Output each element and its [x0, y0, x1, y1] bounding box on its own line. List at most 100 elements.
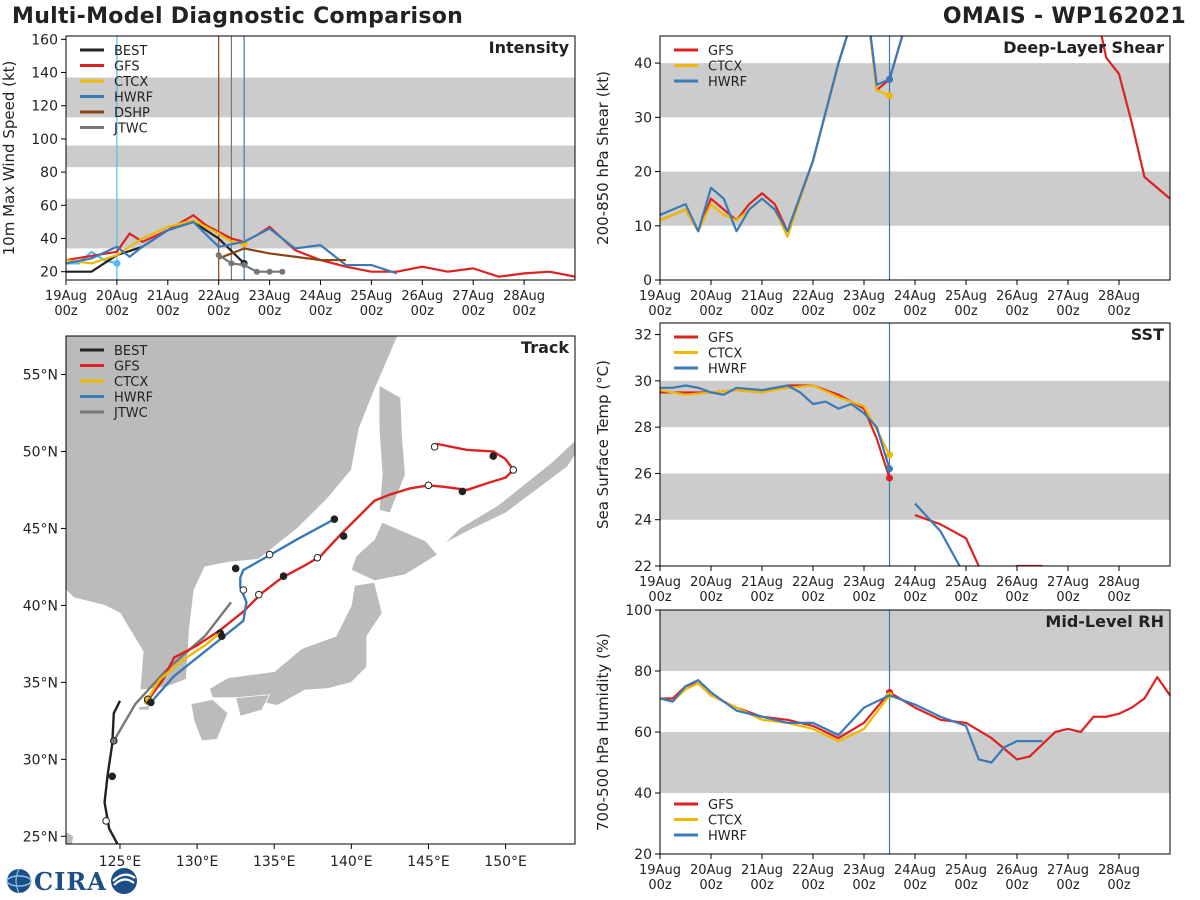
x-tick-label: 27Aug — [452, 289, 494, 304]
panel-track: 25°N 30°N 35°N 40°N 45°N 50°N 55°N 125°E 130°E 13… — [23, 335, 576, 870]
x-tick-sublabel: 00z — [1005, 304, 1029, 319]
x-tick-label: 24Aug — [894, 575, 936, 590]
series-dshp — [218, 247, 346, 262]
track-jtwc — [112, 601, 232, 742]
x-tick-sublabel: 00z — [750, 590, 774, 605]
track-point-gfs — [279, 572, 288, 580]
y-tick-label: 60 — [634, 725, 652, 741]
land-jeju — [138, 704, 150, 711]
panel-label: Deep-Layer Shear — [1003, 38, 1164, 57]
x-tick-label: 19Aug — [639, 575, 681, 590]
cyclone-icon — [110, 868, 137, 894]
x-tick-label: 135°E — [253, 854, 296, 870]
series-hwrf — [66, 220, 398, 275]
x-tick-sublabel: 00z — [1005, 590, 1029, 605]
track-point-gfs — [255, 590, 263, 599]
y-axis-label: 200-850 hPa Shear (kt) — [594, 71, 612, 245]
x-tick-sublabel: 00z — [801, 590, 825, 605]
plot-area — [66, 336, 575, 844]
x-tick-sublabel: 00z — [750, 304, 774, 319]
y-tick-label: 20 — [634, 165, 652, 181]
y-tick-label: 40 — [634, 56, 652, 72]
y-tick-label: 45°N — [23, 521, 58, 537]
legend-label-jtwc: JTWC — [113, 406, 148, 421]
x-tick-sublabel: 00z — [360, 304, 384, 319]
x-tick-sublabel: 00z — [156, 304, 180, 319]
track-point-hwrf — [265, 550, 274, 559]
track-point-gfs — [489, 452, 498, 460]
x-tick-sublabel: 00z — [954, 878, 978, 893]
track-point-jtwc — [110, 737, 118, 745]
x-tick-label: 27Aug — [1047, 575, 1089, 590]
x-tick-sublabel: 00z — [1107, 590, 1131, 605]
marker-gfs — [886, 474, 893, 482]
track-point-hwrf — [330, 515, 339, 523]
shaded-band — [660, 610, 1170, 671]
x-tick-sublabel: 00z — [801, 304, 825, 319]
x-tick-label: 20Aug — [690, 289, 732, 304]
x-tick-label: 25Aug — [945, 289, 987, 304]
track-ctcx — [143, 632, 221, 705]
y-tick-label: 80 — [634, 664, 652, 680]
x-tick-sublabel: 00z — [852, 878, 876, 893]
plot-area — [660, 323, 1170, 566]
marker-jtwc — [266, 268, 273, 275]
y-tick-label: 100 — [625, 603, 652, 619]
y-axis-label: Sea Surface Temp (°C) — [594, 360, 612, 529]
y-tick-label: 22 — [634, 559, 652, 575]
legend-label-ctcx: CTCX — [114, 375, 148, 390]
marker-jtwc — [228, 260, 235, 267]
x-tick-label: 25Aug — [945, 863, 987, 878]
x-tick-label: 25Aug — [350, 289, 392, 304]
x-tick-label: 19Aug — [639, 289, 681, 304]
track-point-hwrf — [147, 698, 155, 707]
x-tick-label: 28Aug — [1098, 863, 1140, 878]
legend-label-ctcx: CTCX — [114, 75, 148, 90]
legend-label-best: BEST — [114, 344, 147, 359]
y-axis-label: 700-500 hPa Humidity (%) — [594, 633, 612, 831]
shaded-band — [660, 732, 1170, 793]
y-tick-label: 140 — [31, 66, 58, 82]
x-tick-label: 23Aug — [249, 289, 291, 304]
cira-logo: CIRA — [4, 866, 141, 896]
x-tick-sublabel: 00z — [852, 304, 876, 319]
y-tick-label: 60 — [40, 198, 58, 214]
x-tick-sublabel: 00z — [1056, 590, 1080, 605]
marker-ctcx — [886, 451, 893, 459]
series-gfs — [914, 514, 1043, 566]
track-point-gfs — [458, 487, 467, 496]
shaded-band — [660, 473, 1170, 520]
y-tick-label: 26 — [634, 466, 652, 482]
shaded-band — [660, 171, 1170, 226]
marker-hwrf — [886, 465, 893, 473]
y-tick-label: 40 — [40, 232, 58, 248]
x-tick-label: 24Aug — [894, 863, 936, 878]
plot-area — [66, 36, 575, 280]
shaded-band — [66, 145, 575, 168]
x-tick-sublabel: 00z — [1107, 304, 1131, 319]
x-tick-label: 20Aug — [96, 289, 138, 304]
panel-intensity: 2040608010012014016019Aug00z20Aug00z21Au… — [0, 32, 576, 319]
x-tick-label: 26Aug — [996, 575, 1038, 590]
y-tick-label: 20 — [634, 847, 652, 863]
x-tick-sublabel: 00z — [648, 590, 672, 605]
track-point-hwrf — [217, 632, 226, 640]
x-tick-sublabel: 00z — [105, 304, 129, 319]
marker-jtwc — [279, 268, 286, 275]
x-tick-label: 28Aug — [1098, 575, 1140, 590]
legend-label-gfs: GFS — [114, 60, 140, 75]
y-tick-label: 50°N — [23, 444, 58, 460]
x-tick-label: 27Aug — [1047, 863, 1089, 878]
legend-label-ctcx: CTCX — [708, 347, 742, 362]
x-tick-sublabel: 00z — [512, 304, 536, 319]
legend-label-dshp: DSHP — [114, 106, 150, 121]
y-tick-label: 32 — [634, 328, 652, 344]
x-tick-label: 21Aug — [741, 863, 783, 878]
x-tick-label: 22Aug — [198, 289, 240, 304]
y-tick-label: 80 — [40, 165, 58, 181]
x-tick-label: 24Aug — [300, 289, 342, 304]
land-sakhalin — [378, 384, 406, 514]
y-tick-label: 55°N — [23, 367, 58, 383]
series-ctcx — [66, 219, 245, 265]
x-tick-label: 21Aug — [741, 575, 783, 590]
